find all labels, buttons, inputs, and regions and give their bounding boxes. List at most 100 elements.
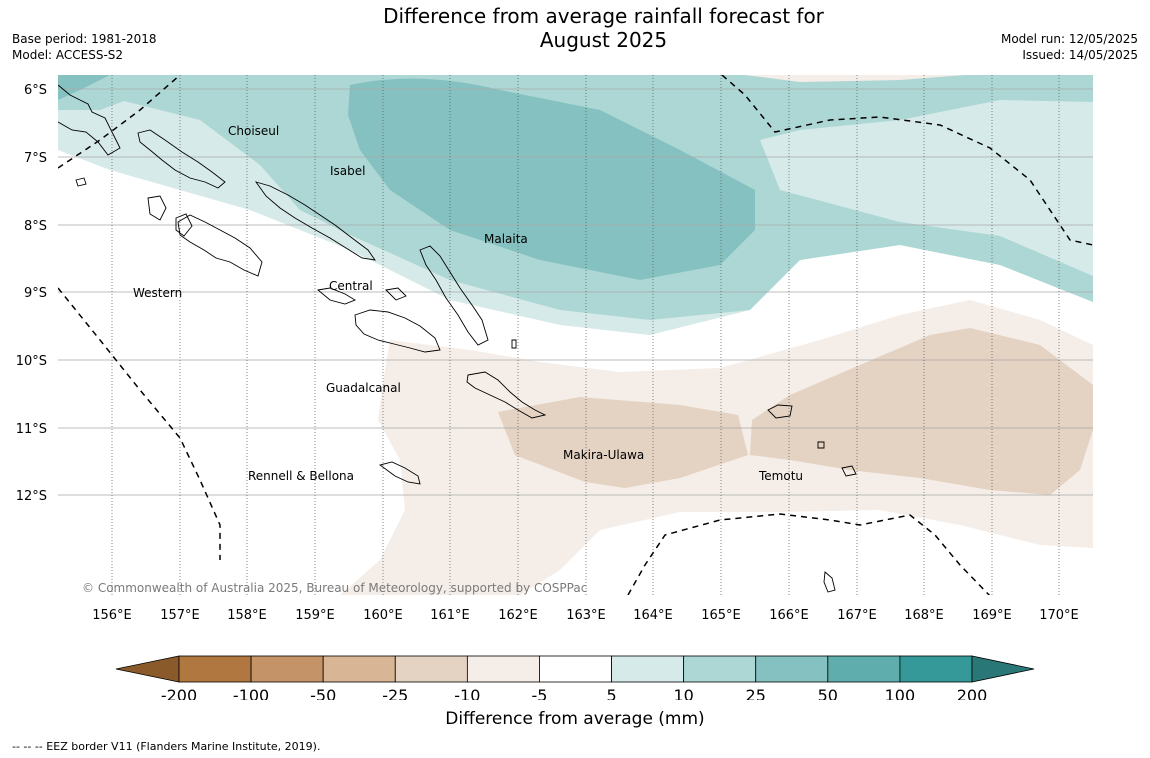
island-santa-cruz bbox=[767, 404, 793, 419]
colorbar-swatch bbox=[466, 655, 540, 683]
label-guadalcanal: Guadalcanal bbox=[326, 381, 401, 395]
label-rennell-bellona: Rennell & Bellona bbox=[248, 469, 354, 483]
label-choiseul: Choiseul bbox=[228, 124, 279, 138]
island-makira bbox=[466, 371, 547, 419]
colorbar-tick-label: 50 bbox=[818, 686, 838, 700]
island-ranongga bbox=[175, 213, 193, 237]
lon-label-168e: 168°E bbox=[904, 608, 944, 623]
colorbar-swatch bbox=[394, 655, 468, 683]
lon-label-159e: 159°E bbox=[295, 608, 335, 623]
island-small-temotu bbox=[841, 465, 857, 477]
colorbar-extend-high bbox=[971, 655, 1035, 683]
colorbar-swatch bbox=[827, 655, 901, 683]
copyright-text: © Commonwealth of Australia 2025, Bureau… bbox=[82, 581, 587, 595]
title-line-2: August 2025 bbox=[539, 28, 668, 52]
eez-border-southwest bbox=[58, 287, 221, 560]
island-tiny-2 bbox=[817, 441, 825, 449]
meta-left: Base period: 1981-2018 Model: ACCESS-S2 bbox=[12, 31, 157, 63]
lon-label-160e: 160°E bbox=[363, 608, 403, 623]
eez-borders bbox=[58, 75, 1093, 595]
colorbar: -200 -100 -50 -25 -10 -5 5 10 25 50 100 200 bbox=[115, 655, 1035, 700]
eez-border-northeast bbox=[721, 75, 1093, 246]
issued-text: Issued: 14/05/2025 bbox=[1022, 48, 1138, 62]
label-makira-ulawa: Makira-Ulawa bbox=[563, 448, 644, 462]
island-tiny-1 bbox=[823, 571, 836, 593]
island-choiseul bbox=[137, 129, 226, 189]
lat-label-6s: 6°S bbox=[24, 83, 47, 98]
island-rennell bbox=[378, 461, 421, 485]
label-malaita: Malaita bbox=[484, 232, 528, 246]
lon-label-169e: 169°E bbox=[972, 608, 1012, 623]
colorbar-swatch bbox=[899, 655, 973, 683]
lat-label-11s: 11°S bbox=[16, 422, 47, 437]
anomaly-10-25-dry-east bbox=[750, 328, 1093, 495]
island-guadalcanal bbox=[354, 309, 441, 353]
label-western: Western bbox=[133, 286, 182, 300]
lat-label-8s: 8°S bbox=[24, 219, 47, 234]
anomaly-25-50-northwest bbox=[58, 75, 110, 100]
lon-label-157e: 157°E bbox=[160, 608, 200, 623]
colorbar-tick-label: -50 bbox=[310, 686, 336, 700]
map-title: Difference from average rainfall forecas… bbox=[300, 4, 907, 52]
longitude-labels: 156°E 157°E 158°E 159°E 160°E 161°E 162°… bbox=[92, 608, 1079, 623]
eez-border-northwest bbox=[58, 75, 181, 169]
anomaly-10-25-dry-west bbox=[498, 397, 748, 488]
colorbar-tick-label: 5 bbox=[606, 686, 616, 700]
lat-label-10s: 10°S bbox=[16, 354, 47, 369]
lat-label-9s: 9°S bbox=[24, 286, 47, 301]
island-tiny-4 bbox=[385, 287, 407, 301]
eez-legend-footer: -- -- -- EEZ border V11 (Flanders Marine… bbox=[12, 740, 321, 753]
colorbar-tick-label: -200 bbox=[161, 686, 197, 700]
label-temotu: Temotu bbox=[758, 469, 803, 483]
colorbar-tick-label: -10 bbox=[454, 686, 480, 700]
base-period-text: Base period: 1981-2018 bbox=[12, 32, 157, 46]
colorbar-tick-label: 100 bbox=[885, 686, 916, 700]
island-vella-lavella bbox=[147, 195, 167, 221]
colorbar-extend-low bbox=[115, 655, 180, 683]
province-labels: Choiseul Isabel Malaita Western Central … bbox=[133, 124, 803, 483]
coastlines bbox=[58, 84, 857, 593]
colorbar-tick-label: 25 bbox=[746, 686, 766, 700]
island-malaita bbox=[419, 245, 489, 346]
lon-label-162e: 162°E bbox=[498, 608, 538, 623]
colorbar-tick-label: -5 bbox=[531, 686, 547, 700]
island-tiny-3 bbox=[75, 177, 87, 187]
colorbar-title: Difference from average (mm) bbox=[445, 709, 705, 729]
colorbar-swatch bbox=[178, 655, 252, 683]
lon-label-165e: 165°E bbox=[701, 608, 741, 623]
meta-right: Model run: 12/05/2025 Issued: 14/05/2025 bbox=[1001, 31, 1138, 63]
colorbar-swatch bbox=[250, 655, 324, 683]
island-new-georgia bbox=[177, 214, 263, 277]
colorbar-swatch bbox=[611, 655, 685, 683]
label-isabel: Isabel bbox=[330, 164, 365, 178]
lon-label-156e: 156°E bbox=[92, 608, 132, 623]
colorbar-tick-label: 10 bbox=[673, 686, 693, 700]
lon-label-167e: 167°E bbox=[837, 608, 877, 623]
lon-label-158e: 158°E bbox=[227, 608, 267, 623]
rainfall-map: Choiseul Isabel Malaita Western Central … bbox=[16, 75, 1093, 700]
lat-label-12s: 12°S bbox=[16, 489, 47, 504]
label-central: Central bbox=[329, 279, 373, 293]
latitude-labels: 6°S 7°S 8°S 9°S 10°S 11°S 12°S bbox=[16, 83, 47, 504]
map-area: Choiseul Isabel Malaita Western Central … bbox=[58, 75, 1093, 595]
latitude-grid bbox=[58, 88, 1093, 496]
model-run-text: Model run: 12/05/2025 bbox=[1000, 32, 1138, 46]
colorbar-swatch bbox=[322, 655, 396, 683]
island-florida bbox=[316, 287, 357, 305]
anomaly-25-50-wet bbox=[348, 78, 755, 280]
colorbar-tick-label: 200 bbox=[957, 686, 988, 700]
lon-label-170e: 170°E bbox=[1039, 608, 1079, 623]
lon-label-166e: 166°E bbox=[769, 608, 809, 623]
island-isabel bbox=[254, 181, 376, 261]
colorbar-tick-label: -100 bbox=[233, 686, 269, 700]
colorbar-tick-label: -25 bbox=[382, 686, 408, 700]
colorbar-swatch bbox=[539, 655, 612, 683]
lat-label-7s: 7°S bbox=[24, 151, 47, 166]
lon-label-164e: 164°E bbox=[633, 608, 673, 623]
model-text: Model: ACCESS-S2 bbox=[12, 48, 124, 62]
lon-label-161e: 161°E bbox=[430, 608, 470, 623]
title-line-1: Difference from average rainfall forecas… bbox=[383, 4, 824, 28]
colorbar-swatch bbox=[683, 655, 757, 683]
lon-label-163e: 163°E bbox=[566, 608, 606, 623]
island-tiny-5 bbox=[511, 339, 517, 349]
